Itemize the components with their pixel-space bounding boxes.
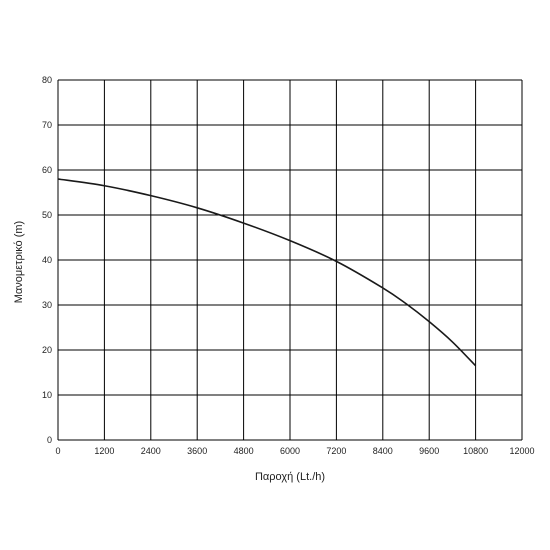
x-tick-label: 1200 [94, 446, 114, 456]
x-axis-title: Παροχή (Lt./h) [255, 471, 325, 483]
y-tick-label: 80 [42, 75, 52, 85]
x-tick-label: 10800 [463, 446, 488, 456]
x-tick-labels: 0 1200 2400 3600 4800 6000 7200 8400 9600 10800 12… [55, 446, 534, 456]
y-tick-label: 0 [47, 435, 52, 445]
x-tick-label: 2400 [141, 446, 161, 456]
x-tick-label: 3600 [187, 446, 207, 456]
x-tick-label: 0 [55, 446, 60, 456]
x-tick-label: 4800 [234, 446, 254, 456]
x-tick-label: 7200 [326, 446, 346, 456]
y-axis-title: Μανομετρικό (m) [13, 221, 25, 303]
y-tick-label: 20 [42, 345, 52, 355]
y-tick-label: 50 [42, 210, 52, 220]
y-tick-label: 60 [42, 165, 52, 175]
x-tick-label: 8400 [373, 446, 393, 456]
x-tick-label: 6000 [280, 446, 300, 456]
grid [57, 79, 523, 441]
y-tick-label: 30 [42, 300, 52, 310]
y-tick-label: 40 [42, 255, 52, 265]
x-tick-label: 12000 [509, 446, 534, 456]
y-tick-label: 70 [42, 120, 52, 130]
y-tick-label: 10 [42, 390, 52, 400]
y-tick-labels: 0 10 20 30 40 50 60 70 80 [42, 75, 52, 445]
series-line [57, 178, 477, 367]
x-tick-label: 9600 [419, 446, 439, 456]
series-layer [57, 178, 477, 367]
